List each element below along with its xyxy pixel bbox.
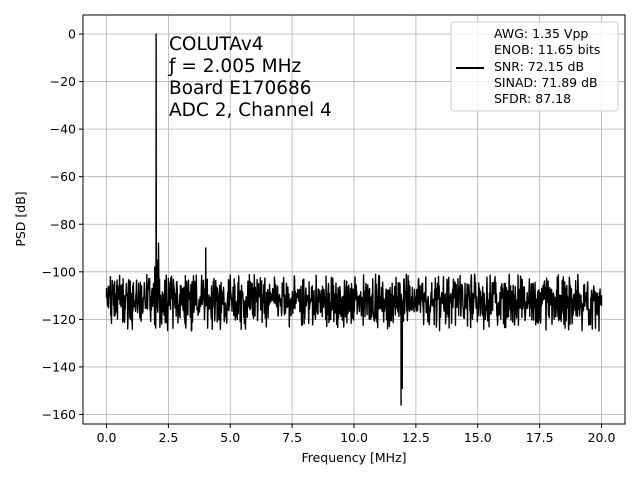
y-axis-label: PSD [dB] — [13, 191, 28, 246]
series-feature-point — [105, 287, 108, 290]
series-layer — [105, 33, 603, 406]
x-axis: 0.0 2.5 5.0 7.5 10.0 12.5 15.0 17.5 20.0 — [97, 424, 616, 445]
y-tick-label: −160 — [42, 407, 76, 422]
legend-entry-line: SINAD: 71.89 dB — [494, 75, 598, 90]
y-tick-label: −60 — [50, 169, 76, 184]
x-tick-label: 20.0 — [588, 430, 616, 445]
y-tick-label: −20 — [50, 74, 76, 89]
series-feature-point — [154, 266, 156, 268]
legend-entry-line: SFDR: 87.18 — [494, 91, 571, 106]
series-feature-point — [157, 242, 160, 244]
series-feature-point — [401, 387, 403, 389]
y-axis: 0 −20 −40 −60 −80 −100 −120 −140 −160 — [42, 27, 83, 422]
series-feature-point — [600, 294, 603, 297]
legend-entry-line: AWG: 1.35 Vpp — [494, 26, 588, 41]
legend-entry-line: ENOB: 11.65 bits — [494, 42, 600, 57]
annotation-line: ƒ = 2.005 MHz — [167, 56, 301, 77]
x-tick-label: 0.0 — [97, 430, 117, 445]
series-feature-point — [156, 259, 158, 261]
y-tick-label: −80 — [50, 217, 76, 232]
x-tick-label: 12.5 — [402, 430, 430, 445]
psd-series-line — [105, 33, 603, 406]
legend-box — [450, 21, 619, 112]
x-tick-label: 10.0 — [340, 430, 368, 445]
y-tick-label: 0 — [68, 27, 76, 42]
annotation-line: Board E170686 — [169, 78, 312, 99]
x-tick-label: 15.0 — [464, 430, 492, 445]
y-tick-label: −140 — [42, 359, 76, 374]
annotation-block: COLUTAv4 ƒ = 2.005 MHz Board E170686 ADC… — [167, 34, 332, 121]
x-tick-label: 7.5 — [282, 430, 302, 445]
legend: AWG: 1.35 Vpp ENOB: 11.65 bits SNR: 72.1… — [450, 21, 619, 112]
annotation-line: COLUTAv4 — [169, 34, 264, 55]
x-tick-label: 5.0 — [220, 430, 240, 445]
series-feature-point — [162, 299, 165, 301]
series-feature-point — [402, 299, 405, 301]
series-feature-point — [206, 299, 208, 301]
x-tick-label: 17.5 — [526, 430, 554, 445]
y-tick-label: −120 — [42, 312, 76, 327]
x-tick-label: 2.5 — [158, 430, 178, 445]
legend-entry-line: SNR: 72.15 dB — [494, 59, 584, 74]
series-feature-point — [150, 302, 152, 304]
y-tick-label: −40 — [50, 122, 76, 137]
y-tick-label: −100 — [42, 264, 76, 279]
series-feature-point — [155, 33, 157, 35]
series-feature-point — [400, 404, 402, 406]
x-axis-label: Frequency [MHz] — [301, 450, 406, 465]
annotation-line: ADC 2, Channel 4 — [169, 100, 332, 121]
series-feature-point — [205, 247, 207, 249]
